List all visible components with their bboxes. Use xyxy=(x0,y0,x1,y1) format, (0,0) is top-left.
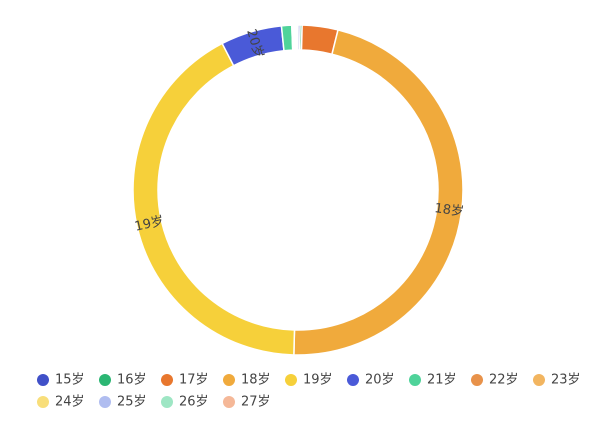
donut-slice xyxy=(280,24,294,52)
legend-label[interactable]: 25岁 xyxy=(117,395,147,410)
legend-marker[interactable] xyxy=(37,374,49,386)
legend-label[interactable]: 19岁 xyxy=(303,373,333,388)
legend-marker[interactable] xyxy=(99,396,111,408)
donut-slice xyxy=(132,42,296,356)
legend-marker[interactable] xyxy=(99,374,111,386)
legend-label[interactable]: 22岁 xyxy=(489,373,519,388)
legend-label[interactable]: 24岁 xyxy=(55,395,85,410)
legend-marker[interactable] xyxy=(533,374,545,386)
legend-label[interactable]: 26岁 xyxy=(179,395,209,410)
legend-marker[interactable] xyxy=(161,374,173,386)
legend-marker[interactable] xyxy=(161,396,173,408)
legend-label[interactable]: 21岁 xyxy=(427,373,457,388)
legend-marker[interactable] xyxy=(471,374,483,386)
legend-marker[interactable] xyxy=(37,396,49,408)
legend-label[interactable]: 16岁 xyxy=(117,373,147,388)
legend-marker[interactable] xyxy=(223,396,235,408)
slice-label: 18岁 xyxy=(433,201,464,220)
legend-label[interactable]: 27岁 xyxy=(241,395,271,410)
legend-marker[interactable] xyxy=(409,374,421,386)
legend-marker[interactable] xyxy=(347,374,359,386)
legend-label[interactable]: 20岁 xyxy=(365,373,395,388)
legend-label[interactable]: 15岁 xyxy=(55,373,85,388)
legend-marker[interactable] xyxy=(285,374,297,386)
donut-slice xyxy=(293,29,464,356)
legend-label[interactable]: 23岁 xyxy=(551,373,581,388)
donut-slice xyxy=(296,24,299,51)
legend-marker[interactable] xyxy=(223,374,235,386)
legend-label[interactable]: 18岁 xyxy=(241,373,271,388)
legend-label[interactable]: 17岁 xyxy=(179,373,209,388)
slice-label: 19岁 xyxy=(133,214,165,235)
